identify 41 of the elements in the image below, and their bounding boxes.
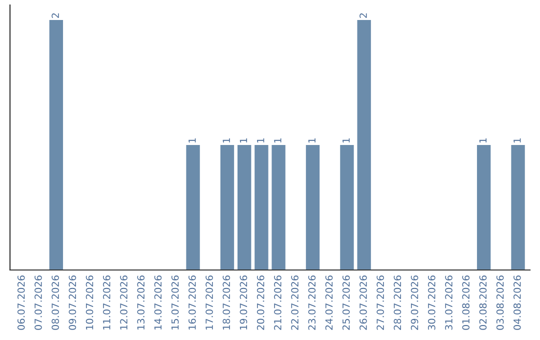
x-tick-label: 08.07.2026 bbox=[52, 275, 60, 330]
data-label: 1 bbox=[222, 138, 230, 143]
x-tick-label: 07.07.2026 bbox=[34, 275, 42, 330]
x-tick-label: 10.07.2026 bbox=[86, 275, 94, 330]
x-tick-label: 17.07.2026 bbox=[206, 275, 213, 330]
x-tick-label: 23.07.2026 bbox=[308, 275, 316, 330]
data-label: 1 bbox=[240, 138, 248, 143]
x-tick-label: 30.07.2026 bbox=[428, 275, 436, 330]
data-label: 1 bbox=[188, 138, 196, 143]
x-tick-label: 16.07.2026 bbox=[188, 275, 196, 330]
x-tick-label: 12.07.2026 bbox=[120, 275, 128, 330]
x-tick-label: 26.07.2026 bbox=[360, 275, 367, 330]
x-tick-label: 31.07.2026 bbox=[445, 275, 452, 330]
data-label: 2 bbox=[52, 13, 59, 18]
x-tick-label: 01.08.2026 bbox=[462, 275, 470, 330]
x-tick-label: 13.07.2026 bbox=[137, 275, 145, 330]
data-label: 2 bbox=[360, 13, 367, 18]
data-label: 1 bbox=[342, 138, 350, 143]
data-label: 1 bbox=[514, 138, 521, 143]
x-tick-label: 15.07.2026 bbox=[171, 275, 179, 330]
data-label: 1 bbox=[257, 138, 264, 143]
x-tick-label: 03.08.2026 bbox=[496, 275, 504, 330]
x-tick-label: 28.07.2026 bbox=[394, 275, 402, 330]
x-tick-label: 25.07.2026 bbox=[342, 275, 350, 330]
x-tick-label: 21.07.2026 bbox=[274, 275, 282, 330]
x-tick-label: 29.07.2026 bbox=[410, 275, 418, 330]
x-tick-label: 06.07.2026 bbox=[17, 275, 25, 330]
x-tick-label: 04.08.2026 bbox=[513, 275, 521, 330]
data-label: 1 bbox=[479, 138, 486, 143]
x-tick-label: 02.08.2026 bbox=[479, 275, 487, 330]
x-tick-label: 24.07.2026 bbox=[325, 275, 333, 330]
x-tick-label: 11.07.2026 bbox=[102, 275, 110, 330]
x-tick-label: 20.07.2026 bbox=[256, 275, 264, 330]
x-tick-label: 27.07.2026 bbox=[376, 275, 384, 330]
x-tick-label: 22.07.2026 bbox=[291, 275, 298, 330]
x-tick-label: 14.07.2026 bbox=[154, 275, 162, 330]
data-label: 1 bbox=[308, 138, 316, 143]
x-tick-label: 09.07.2026 bbox=[68, 275, 76, 330]
data-label: 1 bbox=[274, 138, 282, 143]
x-tick-label: 19.07.2026 bbox=[240, 275, 248, 330]
x-tick-label: 18.07.2026 bbox=[222, 275, 230, 330]
